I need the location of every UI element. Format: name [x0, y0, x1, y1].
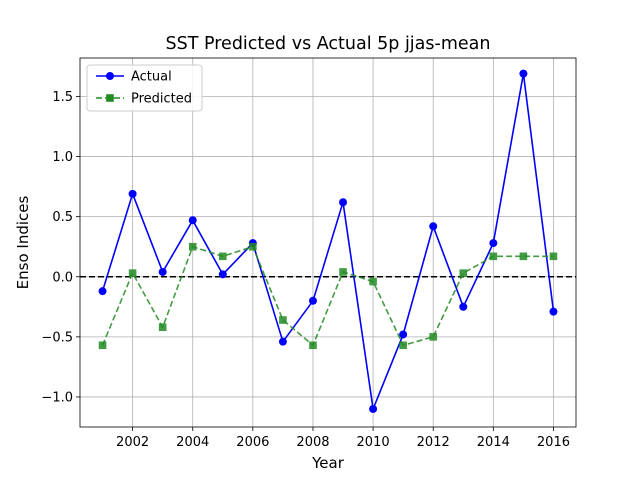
y-tick-label: 1.5	[52, 90, 73, 105]
y-tick-label: 1.0	[52, 150, 73, 165]
data-point-predicted	[369, 277, 377, 286]
series-predicted	[98, 242, 558, 350]
data-point-actual	[188, 216, 197, 225]
x-tick-label: 2008	[296, 435, 329, 450]
y-axis-label: Enso Indices	[14, 195, 32, 289]
x-tick-label: 2016	[537, 435, 570, 450]
y-tick-label: −1.0	[41, 390, 73, 405]
data-point-actual	[549, 307, 558, 316]
plot-frame	[79, 57, 577, 428]
legend-marker-predicted	[106, 94, 114, 102]
data-point-actual	[369, 404, 378, 413]
data-point-predicted	[158, 323, 167, 332]
data-point-actual	[429, 222, 438, 231]
data-point-actual	[128, 189, 137, 198]
legend-marker-actual	[106, 72, 114, 80]
x-tick-label: 2012	[417, 435, 450, 450]
data-point-actual	[158, 267, 167, 276]
y-tick-label: 0.0	[52, 270, 73, 285]
chart-title: SST Predicted vs Actual 5p jjas-mean	[166, 34, 491, 54]
series-line-predicted	[101, 245, 554, 347]
x-tick-label: 2006	[236, 435, 269, 450]
series-layer	[98, 69, 558, 413]
data-point-predicted	[279, 316, 287, 324]
series-line-actual	[101, 72, 555, 410]
data-point-predicted	[128, 269, 137, 277]
axis-ticks: 2002 2004 2006 2008 2010 2012 2014 2016 −1.0 −0.5…	[41, 90, 570, 450]
data-point-predicted	[459, 269, 468, 277]
data-point-actual	[459, 302, 468, 311]
data-point-predicted	[519, 252, 528, 261]
data-point-predicted	[339, 268, 347, 276]
data-point-actual	[399, 330, 408, 339]
data-point-actual	[308, 296, 317, 305]
data-point-predicted	[489, 252, 498, 261]
data-point-predicted	[188, 242, 197, 251]
data-point-predicted	[249, 242, 257, 251]
x-tick-label: 2010	[357, 435, 390, 450]
legend-label-predicted: Predicted	[131, 92, 192, 107]
data-point-predicted	[309, 341, 317, 350]
x-tick-label: 2014	[477, 435, 510, 450]
series-actual	[98, 69, 558, 413]
data-point-predicted	[549, 252, 558, 261]
data-point-actual	[98, 287, 107, 296]
legend: Actual Predicted	[86, 64, 203, 112]
legend-label-actual: Actual	[131, 70, 172, 85]
grid	[80, 58, 576, 427]
data-point-actual	[339, 198, 348, 207]
data-point-actual	[519, 69, 528, 78]
data-point-actual	[278, 337, 287, 346]
x-tick-label: 2004	[176, 435, 209, 450]
data-point-actual	[218, 270, 227, 279]
y-tick-label: 0.5	[52, 210, 73, 225]
data-point-predicted	[98, 341, 107, 350]
x-tick-label: 2002	[116, 435, 149, 450]
y-tick-label: −0.5	[41, 330, 73, 345]
data-point-actual	[489, 239, 498, 248]
data-point-predicted	[218, 252, 227, 261]
data-point-predicted	[429, 333, 438, 341]
data-point-predicted	[399, 341, 407, 350]
x-axis-label: Year	[311, 454, 345, 472]
